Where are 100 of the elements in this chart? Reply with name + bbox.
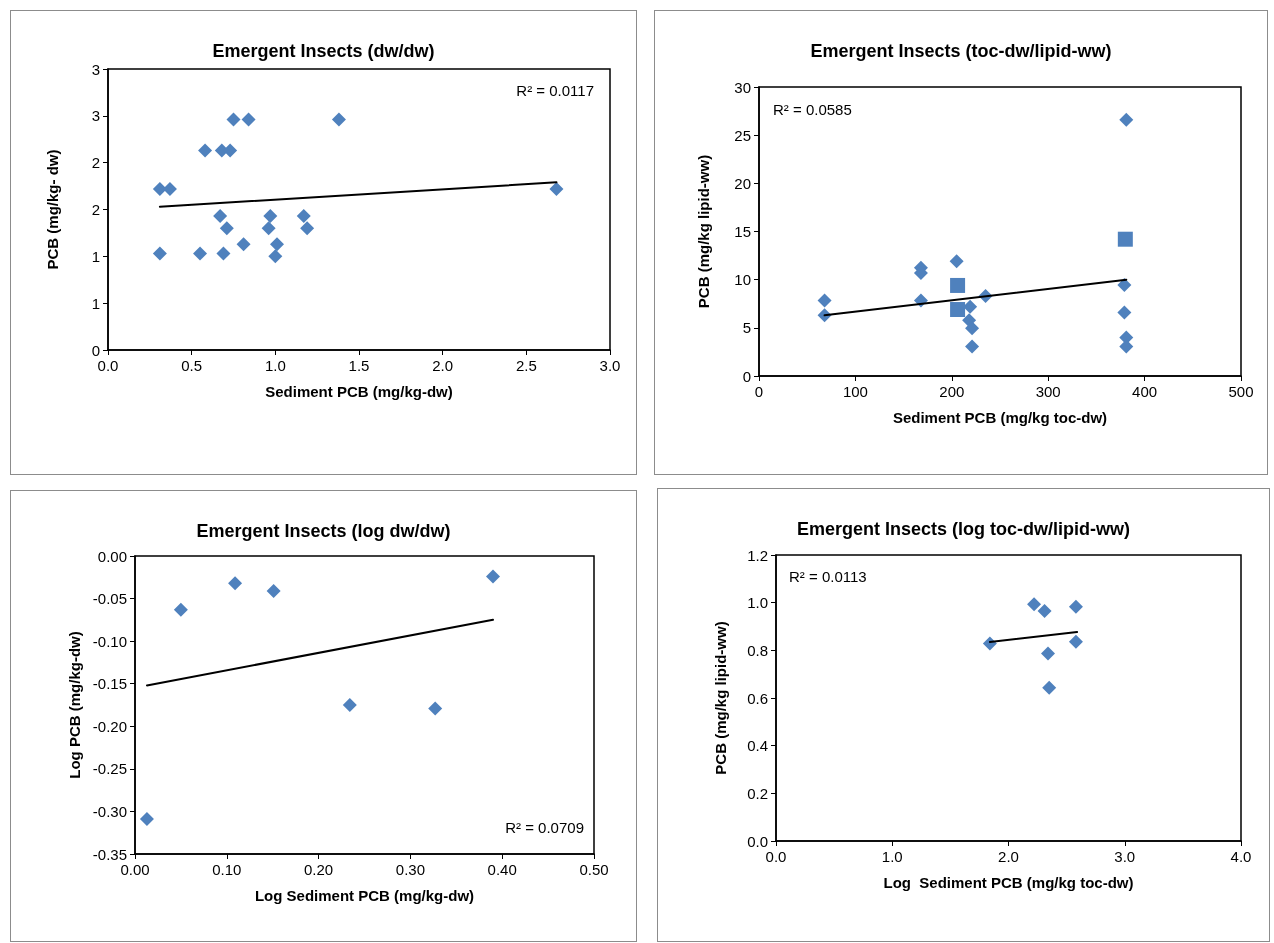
y-tick-label: 0.8 — [747, 641, 768, 659]
annotation: R² = 0.0113 — [789, 568, 867, 585]
point — [213, 209, 228, 224]
point — [965, 321, 980, 336]
y-tick-label: 3 — [91, 107, 100, 125]
y-tick-label: 25 — [734, 126, 751, 144]
y-tick-label: -0.30 — [92, 802, 127, 820]
x-axis-title: Sediment PCB (mg/kg-dw) — [265, 383, 453, 400]
y-tick-label: -0.10 — [92, 632, 127, 650]
x-tick-label: 4.0 — [1230, 848, 1252, 865]
chart-title: Emergent Insects (log dw/dw) — [196, 521, 451, 541]
point — [1068, 599, 1083, 614]
y-tick-label: 0.00 — [97, 547, 127, 565]
y-tick-label: -0.25 — [92, 760, 127, 778]
point — [1041, 646, 1056, 661]
y-tick-label: 0.2 — [747, 784, 768, 802]
y-tick-label: 1 — [91, 247, 100, 265]
x-tick-label: 2.0 — [998, 848, 1019, 865]
point — [152, 246, 167, 261]
chart-title: Emergent Insects (log toc-dw/lipid-ww) — [796, 519, 1131, 539]
x-axis-title: Log Sediment PCB (mg/kg-dw) — [254, 887, 475, 904]
y-tick-label: 0.6 — [747, 689, 768, 707]
x-tick-label: 2.5 — [515, 357, 537, 374]
point — [949, 254, 964, 269]
point — [549, 181, 564, 196]
point — [268, 249, 283, 264]
y-tick-label: 1.2 — [747, 546, 768, 564]
point — [139, 812, 154, 827]
point — [817, 293, 832, 308]
y-tick-label: 30 — [734, 78, 751, 96]
x-tick-label: 0.20 — [304, 861, 334, 878]
point — [428, 701, 443, 716]
point — [1117, 277, 1132, 292]
point — [486, 569, 501, 584]
y-tick-label: 15 — [734, 223, 751, 240]
point — [1117, 305, 1132, 320]
x-tick-label: 0.0 — [765, 848, 787, 865]
x-tick-label: 0.40 — [487, 861, 517, 878]
point — [241, 112, 256, 127]
y-tick-label: 20 — [734, 174, 751, 192]
x-tick-label: 3.0 — [1114, 848, 1136, 865]
point — [950, 302, 966, 318]
annotation: R² = 0.0585 — [773, 101, 852, 118]
y-tick-label: -0.15 — [92, 675, 127, 693]
x-tick-label: 100 — [842, 383, 868, 400]
point — [1027, 597, 1042, 612]
x-tick-label: 0.50 — [579, 861, 609, 878]
point — [331, 112, 346, 127]
point — [1037, 604, 1052, 619]
x-tick-label: 0.00 — [120, 861, 150, 878]
x-tick-label: 3.0 — [599, 357, 621, 374]
x-tick-label: 500 — [1228, 383, 1254, 400]
point — [270, 237, 285, 252]
y-axis-title: PCB (mg/kg lipid-ww) — [712, 621, 729, 775]
y-axis-title: PCB (mg/kg lipid-ww) — [695, 154, 712, 309]
point — [261, 221, 276, 236]
y-axis-title: Log PCB (mg/kg-dw) — [65, 631, 83, 779]
x-tick-label: 0.30 — [395, 861, 425, 878]
x-tick-label: 0.10 — [212, 861, 242, 878]
point — [950, 277, 966, 293]
point — [263, 209, 278, 224]
point — [236, 237, 251, 252]
point — [152, 181, 167, 196]
point — [963, 299, 978, 314]
y-tick-label: 0 — [91, 341, 100, 359]
y-tick-label: -0.35 — [92, 845, 127, 863]
chart-title: Emergent Insects (toc-dw/lipid-ww) — [810, 41, 1112, 61]
point — [216, 246, 231, 261]
x-tick-label: 0.5 — [181, 357, 203, 374]
annotation: R² = 0.0709 — [505, 819, 584, 836]
x-tick-label: 1.0 — [881, 848, 903, 865]
x-tick-label: 1.5 — [348, 357, 370, 374]
point — [228, 576, 243, 591]
point — [198, 143, 213, 158]
y-tick-label: 2 — [91, 154, 100, 172]
point — [342, 698, 357, 712]
y-tick-label: 0.0 — [747, 832, 768, 850]
chart-title: Emergent Insects (dw/dw) — [212, 41, 435, 61]
point — [300, 221, 315, 236]
x-axis-title: Log Sediment PCB (mg/kg toc-dw) — [883, 874, 1134, 891]
point — [173, 602, 188, 617]
x-tick-label: 2.0 — [432, 357, 454, 374]
point — [1119, 112, 1134, 127]
y-tick-label: 5 — [742, 319, 751, 337]
y-tick-label: -0.20 — [92, 717, 127, 735]
y-tick-label: 3 — [91, 60, 100, 78]
annotation: R² = 0.0117 — [516, 82, 594, 99]
point — [1068, 634, 1083, 649]
y-tick-label: 10 — [734, 271, 751, 289]
point — [1042, 680, 1057, 695]
y-tick-label: 2 — [91, 201, 100, 218]
x-axis-title: Sediment PCB (mg/kg toc-dw) — [892, 409, 1108, 426]
y-tick-label: 1.0 — [747, 594, 768, 612]
point — [226, 112, 241, 127]
y-tick-label: -0.05 — [92, 590, 127, 608]
point — [965, 339, 980, 354]
point — [219, 221, 234, 236]
x-tick-label: 200 — [939, 383, 965, 400]
y-tick-label: 0.4 — [747, 737, 768, 755]
point — [1117, 231, 1133, 247]
